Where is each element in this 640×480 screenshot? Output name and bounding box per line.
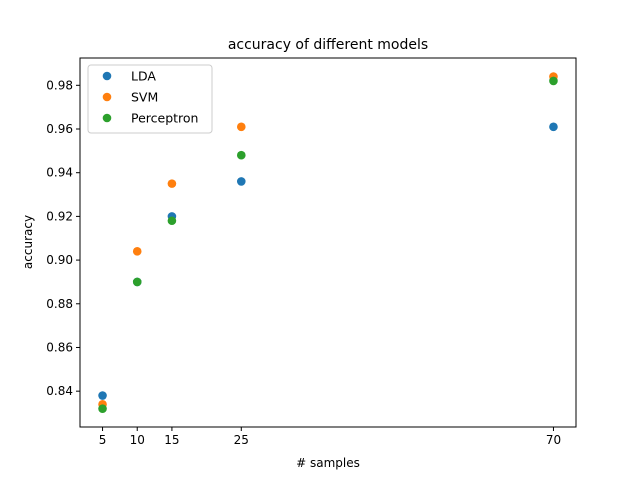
data-point-perceptron [98, 404, 107, 413]
y-tick-label: 0.96 [46, 122, 73, 136]
y-axis: 0.84 0.86 0.88 0.90 0.92 0.94 0.96 0.98 [46, 78, 80, 398]
data-point-perceptron [132, 277, 142, 287]
y-axis-title: accuracy [21, 215, 35, 269]
legend-label-perceptron: Perceptron [131, 111, 198, 126]
x-axis-title: # samples [296, 456, 360, 470]
data-point-svm [167, 179, 177, 188]
data-point-lda [98, 391, 107, 400]
legend-box [87, 64, 213, 134]
data-point-lda [549, 122, 558, 132]
legend-label-lda: LDA [131, 69, 156, 84]
series-perceptron [98, 76, 558, 413]
legend-marker-perceptron [102, 113, 112, 123]
chart-title: accuracy of different models [228, 37, 428, 53]
data-points [98, 72, 558, 413]
y-tick-label: 0.98 [46, 78, 73, 92]
data-point-svm [132, 247, 142, 256]
data-point-svm [236, 122, 246, 132]
x-tick-label: 25 [234, 433, 249, 447]
y-tick-label: 0.84 [46, 384, 73, 398]
data-point-lda [236, 177, 246, 186]
y-tick-label: 0.94 [46, 166, 73, 180]
legend: LDA SVM Perceptron [87, 64, 213, 134]
data-point-perceptron [167, 216, 177, 226]
legend-marker-lda [102, 71, 112, 81]
legend-marker-svm [102, 92, 112, 102]
y-tick-label: 0.92 [46, 209, 73, 223]
data-point-perceptron [549, 76, 558, 86]
x-axis: 5 10 15 25 70 [99, 427, 561, 447]
axes-frame [79, 57, 577, 428]
legend-label-svm: SVM [131, 90, 158, 105]
y-tick-label: 0.86 [46, 340, 73, 354]
x-tick-label: 5 [99, 433, 107, 447]
y-tick-label: 0.90 [46, 253, 73, 267]
plot-area [79, 57, 577, 428]
x-tick-label: 15 [164, 433, 179, 447]
data-point-perceptron [236, 150, 246, 160]
x-tick-label: 70 [546, 433, 561, 447]
y-tick-label: 0.88 [46, 297, 73, 311]
x-tick-label: 10 [130, 433, 145, 447]
